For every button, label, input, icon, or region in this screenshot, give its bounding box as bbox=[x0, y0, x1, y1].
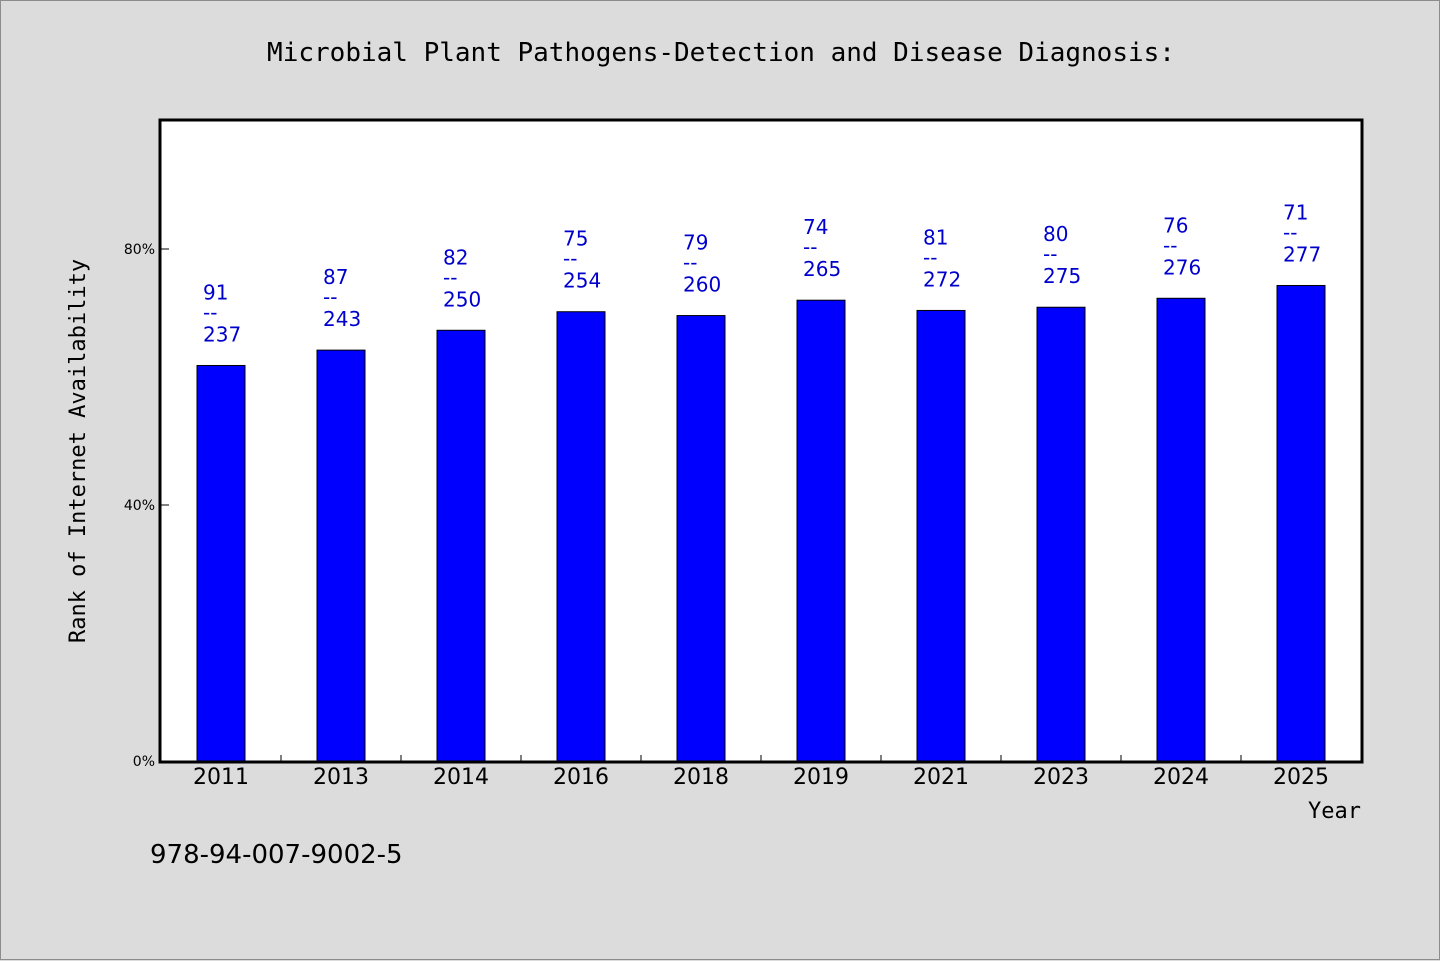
bar-2021 bbox=[916, 309, 966, 762]
bar-label-separator: -- bbox=[923, 245, 937, 269]
x-tick-label: 2019 bbox=[793, 765, 849, 790]
bar-2016 bbox=[556, 311, 606, 762]
bar-2025 bbox=[1276, 284, 1326, 762]
bar-label-separator: -- bbox=[323, 285, 337, 309]
bar-2013 bbox=[316, 349, 366, 762]
bar-label-separator: -- bbox=[803, 235, 817, 259]
bar-label-separator: -- bbox=[1283, 220, 1297, 244]
bar-2011 bbox=[196, 364, 246, 762]
x-tick-label: 2016 bbox=[553, 765, 609, 790]
bar-label-bottom: 265 bbox=[803, 257, 841, 281]
bar-label-separator: -- bbox=[203, 300, 217, 324]
bar-label-separator: -- bbox=[443, 265, 457, 289]
x-tick-label: 2024 bbox=[1153, 765, 1209, 790]
x-tick-label: 2023 bbox=[1033, 765, 1089, 790]
bar-label-bottom: 250 bbox=[443, 287, 481, 311]
bar-label-top: 79 bbox=[683, 231, 708, 255]
y-tick-label: 80% bbox=[124, 242, 155, 258]
bar-label-bottom: 260 bbox=[683, 273, 721, 297]
bar-label-top: 76 bbox=[1163, 213, 1188, 237]
x-axis-ticks: 2011 2013 2014 2016 2018 2019 2021 2023 2024 2025 bbox=[193, 755, 1329, 790]
y-tick-label: 40% bbox=[124, 498, 155, 514]
bar-label-bottom: 275 bbox=[1043, 264, 1081, 288]
bar-label-bottom: 237 bbox=[203, 322, 241, 346]
bar-label-bottom: 272 bbox=[923, 267, 961, 291]
bar-2023 bbox=[1036, 306, 1086, 762]
x-axis-label: Year bbox=[1308, 799, 1361, 824]
x-tick-label: 2011 bbox=[193, 765, 249, 790]
bar-label-bottom: 276 bbox=[1163, 255, 1201, 279]
bar-label-separator: -- bbox=[1163, 233, 1177, 257]
bar-label-top: 91 bbox=[203, 280, 228, 304]
y-tick-label: 0% bbox=[133, 754, 155, 770]
bar-2024 bbox=[1156, 297, 1206, 762]
bar-label-bottom: 243 bbox=[323, 307, 361, 331]
bar-label-top: 75 bbox=[563, 227, 588, 251]
bar-label-top: 81 bbox=[923, 225, 948, 249]
x-tick-label: 2013 bbox=[313, 765, 369, 790]
bar-label-top: 80 bbox=[1043, 222, 1068, 246]
y-axis-ticks: 0% 40% 80% bbox=[124, 242, 169, 770]
bar-label-top: 71 bbox=[1283, 200, 1308, 224]
bar-label-top: 87 bbox=[323, 265, 348, 289]
bar-label-top: 82 bbox=[443, 245, 468, 269]
bar-label-separator: -- bbox=[563, 247, 577, 271]
bar-label-separator: -- bbox=[683, 251, 697, 275]
bar-2019 bbox=[796, 299, 846, 762]
bar-series bbox=[196, 284, 1326, 762]
y-axis-label: Rank of Internet Availability bbox=[66, 259, 91, 643]
chart-title: Microbial Plant Pathogens-Detection and … bbox=[267, 38, 1175, 68]
x-tick-label: 2014 bbox=[433, 765, 489, 790]
bar-2014 bbox=[436, 329, 486, 762]
isbn-footnote: 978-94-007-9002-5 bbox=[150, 840, 403, 870]
bar-label-separator: -- bbox=[1043, 242, 1057, 266]
x-tick-label: 2025 bbox=[1273, 765, 1329, 790]
x-tick-label: 2018 bbox=[673, 765, 729, 790]
bar-label-bottom: 254 bbox=[563, 269, 601, 293]
bar-2018 bbox=[676, 315, 726, 762]
bar-label-top: 74 bbox=[803, 215, 828, 239]
bar-label-bottom: 277 bbox=[1283, 242, 1321, 266]
x-tick-label: 2021 bbox=[913, 765, 969, 790]
bar-labels: 91--23787--24382--25075--25479--26074--2… bbox=[203, 200, 1321, 346]
